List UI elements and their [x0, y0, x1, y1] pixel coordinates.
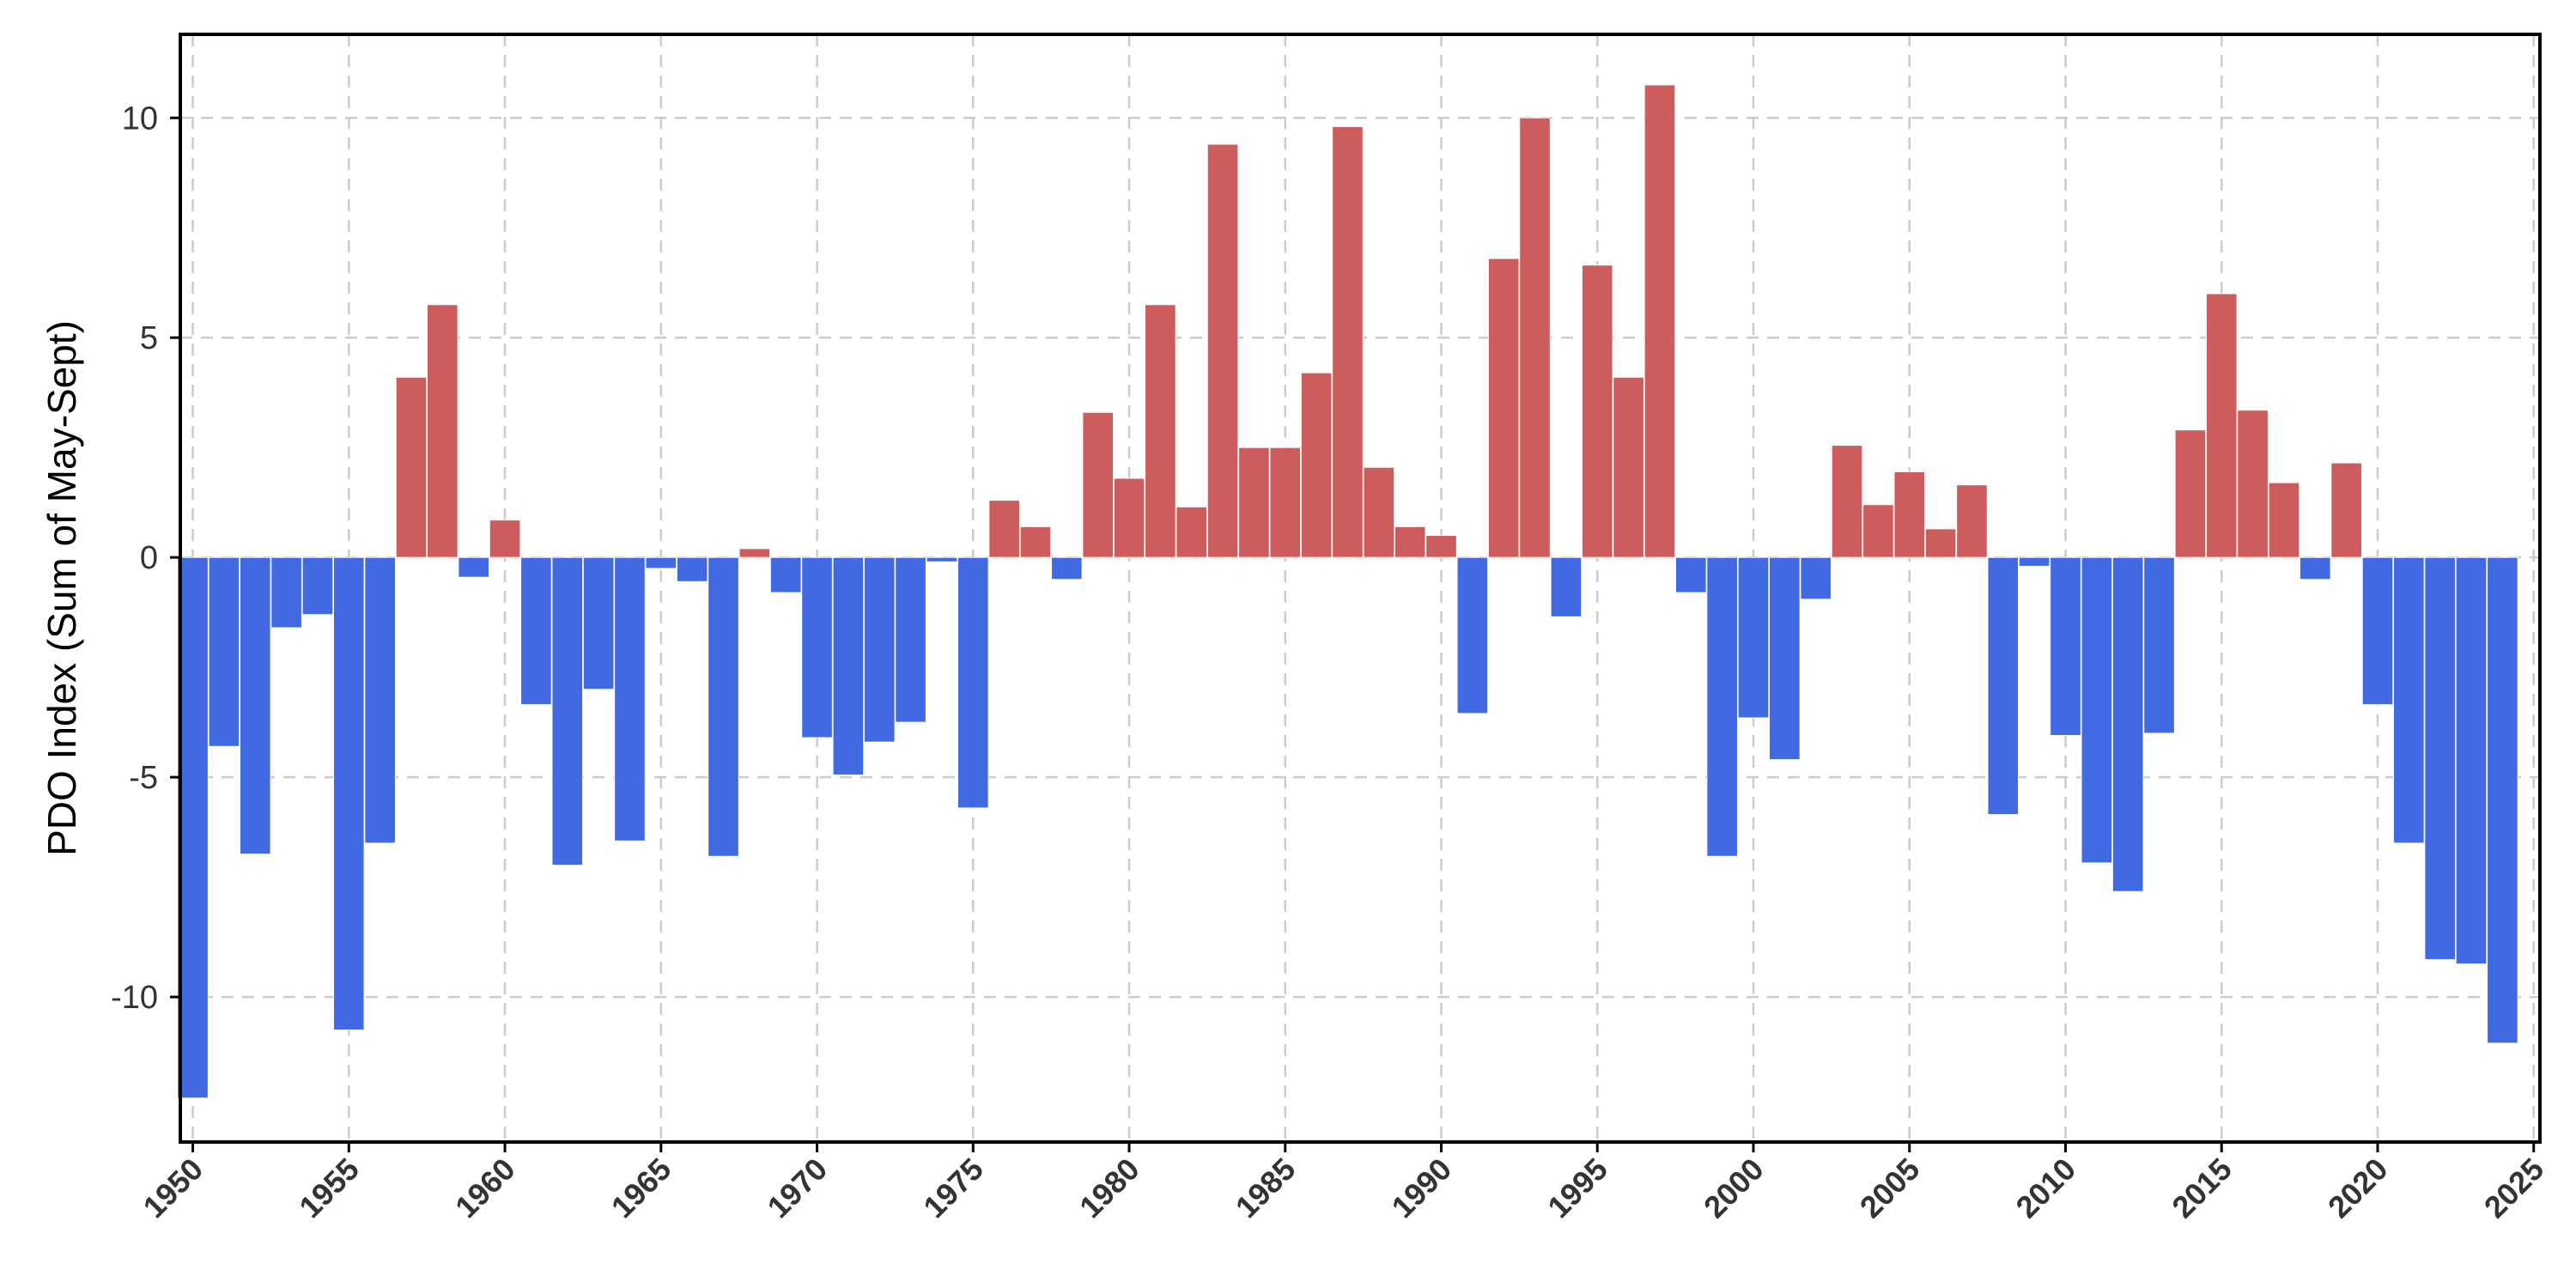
bar-2018	[2299, 556, 2331, 580]
bar-1996	[1613, 376, 1644, 558]
bar-2003	[1831, 445, 1863, 558]
bar-2023	[2455, 556, 2488, 965]
bar-1989	[1394, 526, 1426, 558]
bar-2016	[2237, 410, 2269, 558]
bar-2010	[2050, 556, 2081, 736]
bar-2001	[1769, 556, 1801, 761]
bar-1970	[801, 556, 833, 738]
bar-1956	[364, 556, 396, 844]
y-axis-ticks: -10 -5 0 5 10	[111, 100, 180, 1016]
bar-2015	[2205, 293, 2238, 558]
bar-1985	[1269, 447, 1302, 558]
bar-1955	[332, 556, 365, 1030]
bar-1960	[489, 519, 521, 558]
bar-1986	[1300, 372, 1333, 558]
bar-1977	[1019, 526, 1052, 558]
bar-1982	[1176, 506, 1208, 558]
bar-2008	[1987, 556, 2020, 816]
bar-1953	[270, 556, 302, 629]
bar-1974	[926, 556, 958, 562]
bar-1966	[676, 556, 708, 582]
bar-2014	[2174, 429, 2207, 558]
bar-1954	[301, 556, 334, 616]
bar-2024	[2487, 556, 2518, 1044]
bar-1984	[1238, 447, 1270, 558]
y-tick-label-4: 10	[122, 100, 158, 137]
bar-1990	[1425, 535, 1457, 558]
bar-1968	[738, 548, 771, 558]
bar-2005	[1893, 471, 1926, 558]
bar-1951	[208, 556, 240, 747]
bar-2007	[1956, 484, 1988, 558]
bar-1967	[708, 556, 739, 857]
bar-1992	[1487, 258, 1520, 558]
bar-1997	[1643, 84, 1676, 558]
bar-1961	[520, 556, 552, 706]
y-axis-label: PDO Index (Sum of May-Sept)	[39, 320, 84, 856]
bar-1972	[863, 556, 896, 743]
bar-1971	[832, 556, 865, 776]
y-tick-label-2: 0	[140, 540, 158, 576]
bar-1952	[239, 556, 271, 855]
bar-1995	[1581, 264, 1613, 558]
bar-1976	[988, 500, 1020, 558]
y-tick-label-3: 5	[140, 320, 158, 356]
bar-2020	[2361, 556, 2394, 706]
bar-2019	[2330, 462, 2362, 558]
y-tick-label-1: -5	[129, 760, 158, 796]
bar-2011	[2081, 556, 2113, 864]
bar-2006	[1924, 528, 1957, 558]
bar-2000	[1737, 556, 1770, 719]
bar-2009	[2018, 556, 2050, 567]
bar-1980	[1113, 477, 1145, 558]
bar-1965	[645, 556, 677, 569]
bar-1983	[1206, 143, 1239, 558]
bar-1964	[614, 556, 646, 841]
bar-2022	[2424, 556, 2456, 961]
bar-1998	[1674, 556, 1707, 593]
bar-1999	[1706, 556, 1738, 857]
bar-1979	[1082, 411, 1114, 558]
bar-1988	[1363, 466, 1395, 558]
bar-1991	[1456, 556, 1489, 714]
bar-2021	[2393, 556, 2425, 844]
bar-1993	[1519, 117, 1551, 558]
bar-1981	[1145, 304, 1176, 558]
bar-1958	[427, 304, 459, 558]
bar-1959	[458, 556, 489, 578]
bar-2013	[2143, 556, 2175, 734]
bar-2002	[1800, 556, 1832, 600]
bar-2004	[1862, 504, 1894, 558]
y-tick-label-0: -10	[111, 980, 158, 1016]
bar-1969	[769, 556, 802, 593]
bar-1994	[1550, 556, 1583, 617]
plot-frame	[179, 33, 2542, 1144]
bar-1957	[395, 376, 428, 558]
bar-1973	[895, 556, 927, 723]
bars	[177, 84, 2518, 1099]
bar-1962	[551, 556, 584, 866]
bar-1963	[582, 556, 615, 690]
bar-2017	[2268, 482, 2300, 558]
bar-1975	[957, 556, 989, 809]
bar-2012	[2111, 556, 2144, 892]
bar-1950	[177, 556, 209, 1099]
bar-1978	[1051, 556, 1083, 580]
bar-1987	[1332, 126, 1364, 558]
